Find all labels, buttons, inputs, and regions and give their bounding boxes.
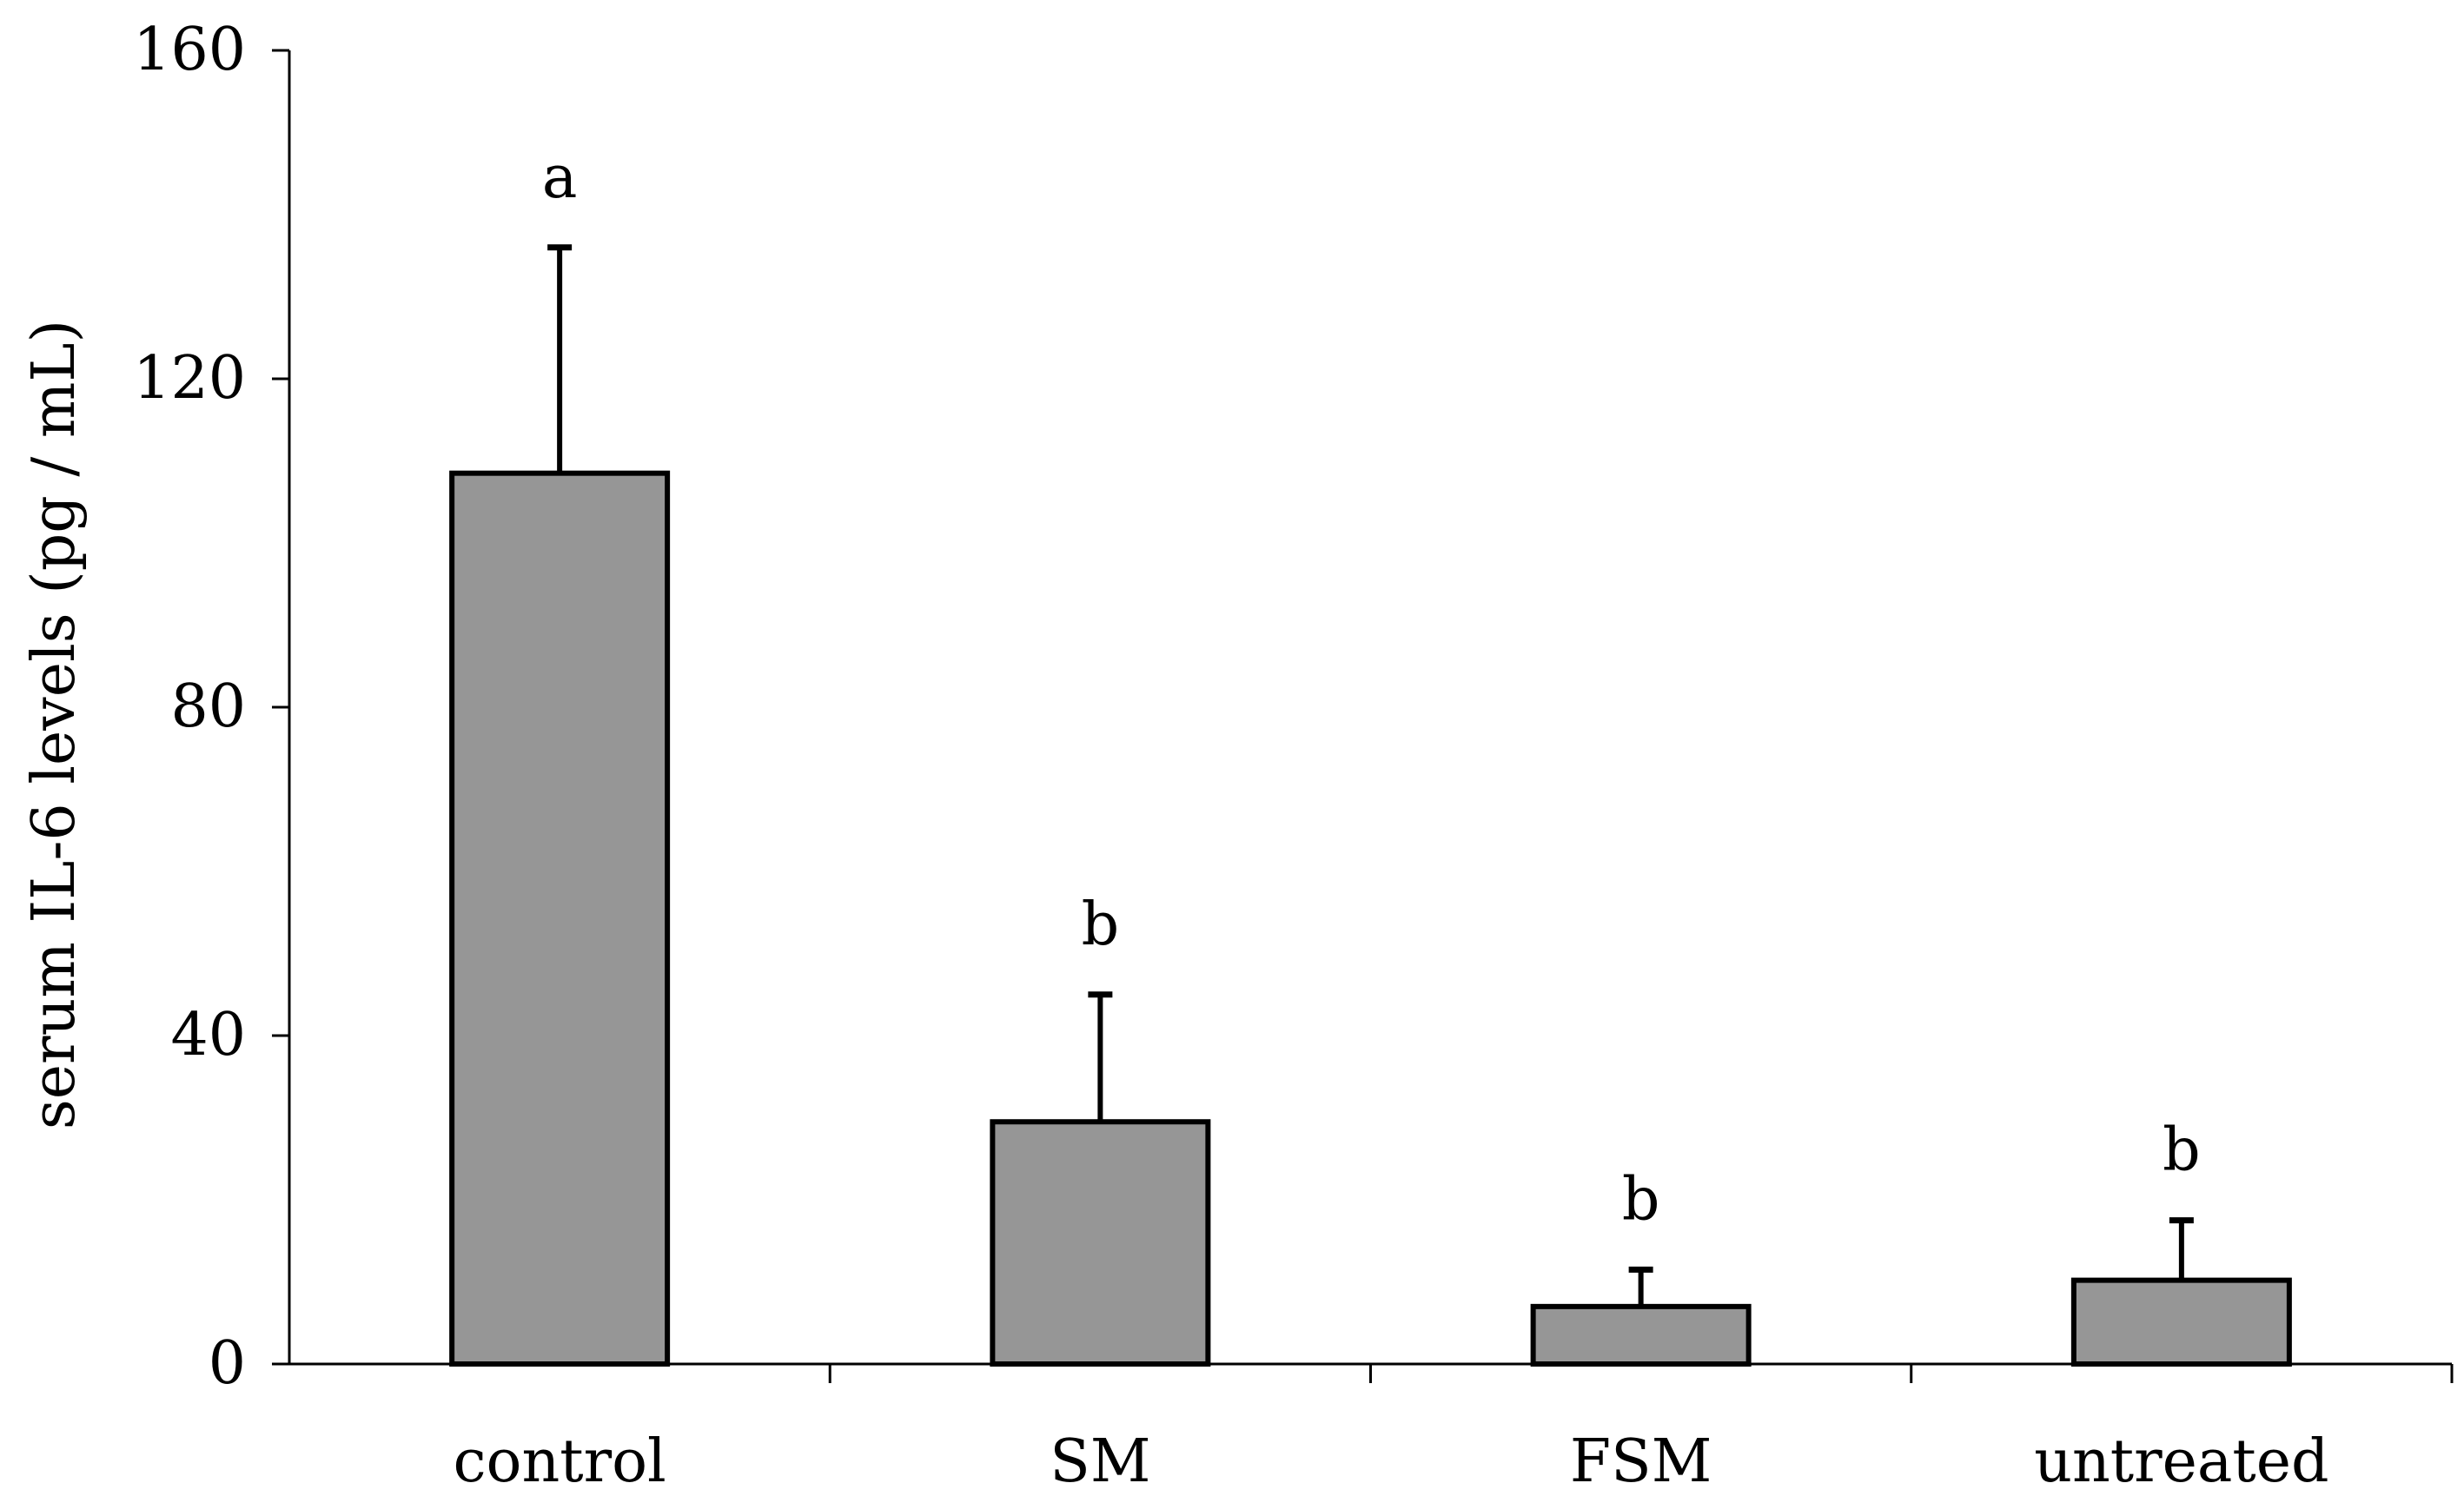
- bars-group: [449, 470, 2292, 1367]
- category-label-FSM: FSM: [1570, 1427, 1712, 1496]
- category-label-untreated: untreated: [2034, 1427, 2328, 1496]
- bar-FSM: [1530, 1303, 1752, 1367]
- axes-group: [272, 49, 2454, 1383]
- significance-label-FSM: b: [1622, 1165, 1660, 1234]
- error-bars-group: [547, 244, 2194, 1307]
- y-tick-label-80: 80: [170, 672, 246, 741]
- y-tick-label-40: 40: [170, 1001, 246, 1069]
- category-label-control: control: [453, 1427, 666, 1496]
- y-tick-label-120: 120: [133, 344, 246, 413]
- category-label-SM: SM: [1050, 1427, 1150, 1496]
- y-tick-label-160: 160: [133, 16, 246, 84]
- bar-control: [449, 470, 671, 1367]
- y-axis-title: serum IL-6 levels (pg / mL): [20, 320, 89, 1129]
- y-tick-label-0: 0: [209, 1329, 246, 1398]
- significance-label-SM: b: [1082, 891, 1120, 959]
- significance-label-untreated: b: [2163, 1116, 2201, 1185]
- labels-group: a control b SM b FSM b untreated 0 40 80 120 160 seru…: [20, 16, 2329, 1496]
- bar-untreated: [2070, 1277, 2292, 1367]
- significance-label-control: a: [542, 143, 578, 212]
- bar-SM: [990, 1119, 1211, 1367]
